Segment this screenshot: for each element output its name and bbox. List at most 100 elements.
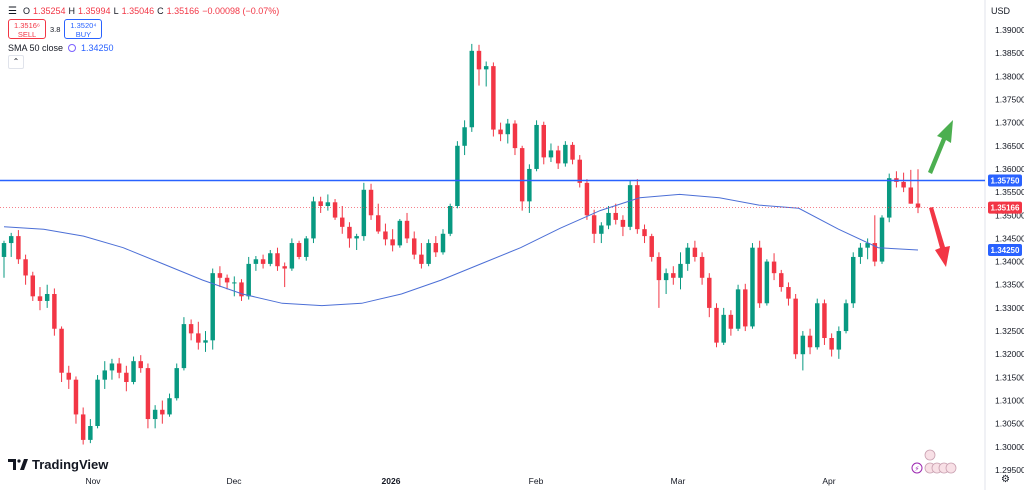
y-tick-label: 1.30000 [995, 442, 1024, 452]
sell-button[interactable]: 1.3516⁶ SELL [8, 19, 46, 39]
candle-body [304, 238, 309, 257]
candle-body [836, 331, 842, 350]
candle-body [606, 212, 611, 226]
y-tick-label: 1.34500 [995, 233, 1024, 243]
candle-body [404, 220, 410, 239]
candle-body [433, 243, 439, 253]
candle-body [440, 233, 446, 253]
candle-body [340, 217, 345, 227]
candle-body [59, 328, 64, 373]
candle-body [570, 144, 575, 160]
candle-body [152, 409, 158, 420]
y-tick-label: 1.33500 [995, 280, 1024, 290]
ohlc-row: ☰ O 1.35254 H 1.35994 L 1.35046 C 1.3516… [8, 5, 279, 17]
candle-body [397, 220, 403, 246]
candle-body [102, 370, 107, 380]
candle-body [786, 287, 791, 299]
candle-body [52, 294, 57, 329]
sma-50-line [3, 193, 919, 307]
candle-body [527, 168, 532, 202]
candle-body [771, 261, 777, 274]
candle-body [613, 212, 618, 220]
candle-body [232, 282, 237, 284]
price-tag [988, 244, 1022, 256]
candle-body [325, 202, 331, 206]
candle-body [210, 273, 215, 341]
candle-body [246, 263, 251, 297]
price-tag-label: 1.35750 [991, 177, 1020, 186]
x-tick-label: Nov [85, 476, 101, 486]
y-tick-label: 1.36000 [995, 164, 1024, 174]
candle-body [879, 217, 885, 262]
candle-body [332, 202, 338, 218]
candle-body [160, 409, 165, 415]
down-arrow-icon [929, 207, 950, 267]
candle-body [807, 335, 813, 348]
candle-body [743, 289, 748, 327]
candle-body [347, 226, 352, 239]
flag-event-icon [924, 449, 936, 461]
x-tick-label: Feb [529, 476, 544, 486]
close-value: 1.35166 [166, 6, 200, 16]
open-label: O [22, 6, 30, 16]
candle-body [296, 243, 302, 257]
candle-body [577, 159, 582, 183]
candle-body [505, 123, 511, 135]
menu-icon[interactable]: ☰ [8, 5, 17, 17]
candle-body [793, 298, 798, 355]
candle-body [563, 144, 568, 164]
y-tick-label: 1.31000 [995, 396, 1024, 406]
candle-body [671, 273, 676, 278]
candle-body [850, 256, 856, 304]
candle-body [750, 247, 755, 327]
candle-body [95, 379, 100, 426]
buy-button[interactable]: 1.3520⁴ BUY [64, 19, 103, 39]
candle-body [491, 66, 496, 130]
x-tick-label: Apr [822, 476, 835, 486]
price-tag [988, 174, 1022, 187]
y-tick-label: 1.30500 [995, 419, 1024, 429]
low-value: 1.35046 [121, 6, 155, 16]
candle-body [469, 50, 475, 128]
candle-body [138, 361, 143, 369]
candle-body [30, 275, 36, 297]
candle-body [915, 203, 921, 208]
candle-body [555, 150, 561, 164]
y-tick-label: 1.37500 [995, 94, 1024, 104]
y-tick-label: 1.35000 [995, 210, 1024, 220]
candle-body [635, 185, 640, 230]
candle-body [282, 266, 287, 269]
candle-body [66, 372, 72, 380]
y-tick-label: 1.34000 [995, 257, 1024, 267]
collapse-legend-button[interactable]: ⌃ [8, 55, 24, 69]
candle-body [217, 273, 223, 278]
candle-body [44, 294, 50, 301]
y-tick-label: 1.32500 [995, 326, 1024, 336]
up-arrow-icon [928, 120, 953, 174]
candle-body [642, 229, 647, 237]
candle-body [203, 340, 208, 343]
chart-legend: ☰ O 1.35254 H 1.35994 L 1.35046 C 1.3516… [8, 5, 279, 53]
indicator-settings-icon[interactable] [68, 44, 77, 52]
candle-body [764, 261, 770, 304]
high-label: H [68, 6, 76, 16]
candle-body [779, 273, 784, 288]
candle-body [376, 215, 381, 232]
price-tag-label: 1.35166 [991, 204, 1020, 213]
candle-body [73, 379, 79, 415]
candle-body [124, 372, 129, 382]
candle-body [447, 206, 453, 234]
candle-body [800, 335, 806, 355]
candle-body [426, 243, 431, 264]
settings-gear-icon[interactable]: ⚙ [1001, 474, 1010, 485]
sma-indicator-row[interactable]: SMA 50 close 1.34250 [8, 43, 279, 53]
candle-body [822, 303, 827, 338]
candle-body [728, 314, 734, 329]
flag-event-icon [945, 462, 957, 474]
candle-body [188, 324, 194, 334]
candle-body [548, 150, 554, 158]
candle-body [872, 243, 878, 262]
candle-body [541, 124, 546, 158]
candle-body [649, 236, 654, 257]
